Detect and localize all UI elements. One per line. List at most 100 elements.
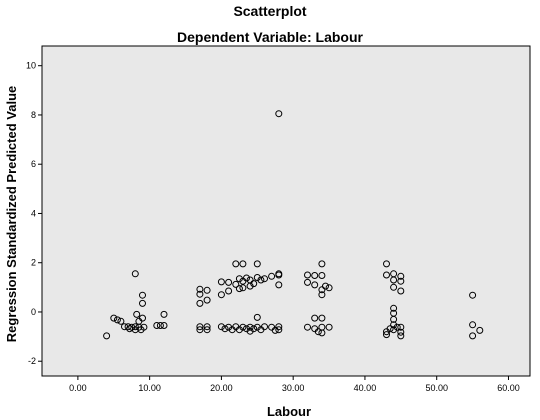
data-point (160, 322, 168, 329)
data-point (304, 323, 311, 331)
data-point (383, 271, 390, 279)
data-point (250, 325, 258, 333)
data-point (322, 282, 329, 290)
data-point (117, 317, 125, 325)
data-point (225, 278, 233, 286)
data-point (271, 326, 279, 334)
x-tick-label: 50.00 (425, 383, 448, 393)
x-tick-label: 30.00 (282, 383, 305, 393)
data-point (397, 332, 405, 340)
data-point (469, 291, 477, 299)
data-point (476, 326, 484, 334)
data-point (221, 325, 229, 333)
data-point (113, 316, 121, 324)
y-tick-label: 10 (26, 61, 36, 71)
data-point (261, 323, 268, 331)
data-point (397, 323, 405, 331)
data-point (133, 310, 141, 318)
data-point (196, 323, 204, 331)
data-point (139, 299, 146, 307)
data-point (239, 284, 247, 292)
data-point (196, 290, 204, 298)
data-point (246, 323, 254, 331)
x-tick-label: 20.00 (210, 383, 233, 393)
y-axis-title: Regression Standardized Predicted Value (4, 86, 19, 342)
y-tick-label: 6 (31, 159, 36, 169)
data-point (235, 285, 243, 293)
x-tick-label: 0.00 (69, 383, 87, 393)
y-tick-label: 2 (31, 258, 36, 268)
x-tick-label: 10.00 (138, 383, 161, 393)
data-point (203, 296, 211, 304)
data-point (311, 314, 319, 322)
data-point (225, 287, 233, 295)
data-point (390, 304, 398, 312)
data-point (243, 274, 250, 282)
data-point (217, 291, 225, 299)
data-point (203, 326, 211, 334)
data-point (469, 321, 477, 329)
data-point (383, 260, 390, 268)
data-point (103, 332, 111, 340)
data-point (397, 277, 405, 285)
chart-subtitle: Dependent Variable: Labour (177, 29, 363, 45)
y-tick-label: 0 (31, 307, 36, 317)
data-point (232, 260, 240, 268)
x-tick-label: 40.00 (354, 383, 377, 393)
data-point (397, 272, 405, 280)
data-point (232, 280, 240, 288)
data-point (110, 314, 118, 322)
data-point (196, 326, 204, 334)
data-point (246, 276, 254, 284)
data-point (261, 275, 268, 283)
data-point (250, 280, 258, 288)
data-point (311, 272, 319, 279)
data-point (239, 260, 247, 268)
data-point (139, 314, 146, 322)
data-point (131, 270, 139, 278)
data-point (318, 329, 326, 337)
y-tick-label: 8 (31, 110, 36, 120)
data-point (217, 278, 225, 286)
data-point (390, 321, 398, 329)
data-point (217, 323, 225, 331)
data-point (253, 260, 261, 268)
data-point (390, 315, 398, 323)
data-point (257, 276, 265, 284)
data-point (203, 286, 211, 294)
data-point (156, 322, 164, 329)
chart-title: Scatterplot (233, 3, 307, 19)
plot-area (41, 45, 531, 377)
data-point (325, 323, 333, 331)
data-point (275, 110, 283, 118)
data-point (196, 285, 204, 293)
data-point (386, 325, 394, 333)
data-point (318, 314, 326, 322)
data-point (393, 323, 401, 331)
data-point (139, 291, 146, 299)
data-point (196, 299, 204, 307)
data-point (124, 323, 132, 331)
data-point (397, 328, 405, 336)
data-point (275, 271, 283, 279)
data-point (325, 284, 333, 292)
data-point (275, 323, 283, 331)
data-point (397, 287, 405, 295)
data-point (318, 286, 326, 294)
data-point (153, 322, 161, 329)
data-point (311, 281, 319, 289)
data-point (318, 260, 326, 268)
y-tick-label: 4 (31, 208, 36, 218)
data-point (239, 323, 247, 331)
data-point (383, 331, 390, 339)
x-tick-label: 60.00 (497, 383, 520, 393)
data-point (275, 281, 283, 289)
data-point (140, 323, 148, 331)
data-point (318, 272, 326, 279)
data-point (253, 313, 261, 321)
data-point (390, 283, 398, 291)
data-point (304, 278, 311, 286)
data-point (275, 326, 283, 334)
data-point (318, 291, 326, 299)
data-point (469, 332, 477, 340)
